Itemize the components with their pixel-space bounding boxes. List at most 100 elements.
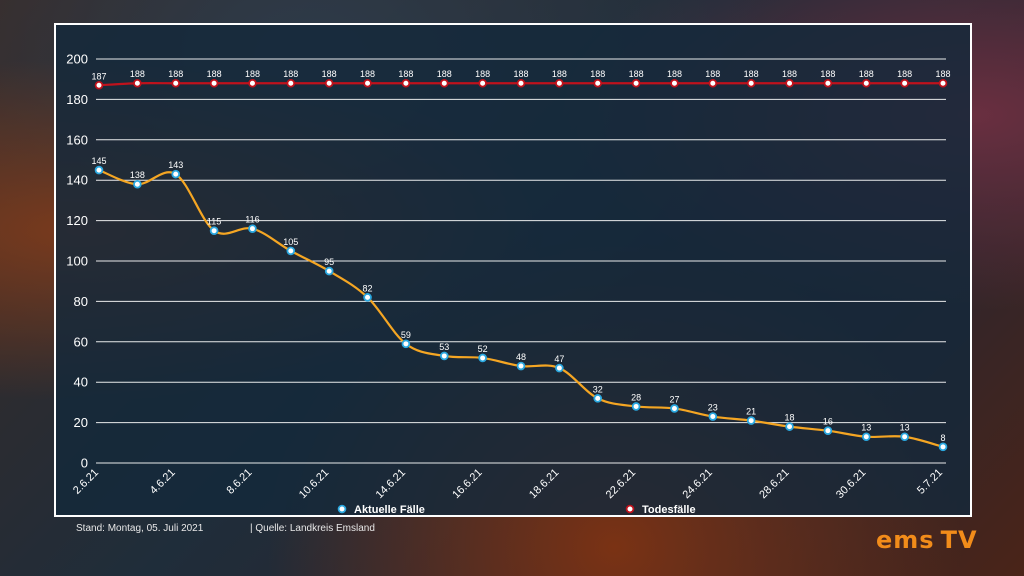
x-tick-label: 14.6.21	[374, 467, 408, 501]
data-point	[708, 78, 718, 88]
data-point	[900, 78, 909, 88]
data-point	[133, 179, 142, 189]
data-label: 188	[552, 69, 567, 79]
data-point	[516, 361, 526, 371]
data-point	[708, 412, 718, 421]
data-point	[938, 442, 948, 452]
y-tick-label: 120	[66, 213, 88, 228]
data-point	[171, 78, 181, 88]
data-point	[861, 432, 871, 442]
data-label: 188	[590, 69, 605, 79]
data-label: 188	[398, 69, 413, 79]
data-point	[555, 363, 564, 373]
data-label: 8	[940, 433, 945, 443]
logo-ems: ems	[876, 526, 935, 554]
data-point	[555, 78, 564, 88]
data-label: 188	[935, 69, 950, 79]
data-point	[516, 78, 526, 88]
data-point	[938, 78, 948, 88]
legend-marker	[337, 504, 347, 514]
data-point	[861, 78, 871, 88]
data-label: 21	[746, 407, 756, 417]
y-tick-label: 80	[74, 294, 88, 309]
y-tick-label: 160	[66, 132, 88, 147]
data-label: 188	[744, 69, 759, 79]
data-point	[478, 78, 487, 88]
data-point	[785, 422, 794, 431]
x-tick-label: 10.6.21	[297, 467, 331, 501]
data-point	[631, 78, 641, 88]
x-tick-label: 24.6.21	[681, 467, 715, 501]
line-chart: 0 20 40 60 80 100 120 140 160 180 200 2.6.21 4.6.21 8…	[66, 52, 950, 517]
data-point	[900, 432, 909, 442]
data-point	[248, 78, 257, 88]
data-label: 188	[820, 69, 835, 79]
legend-label: Todesfälle	[642, 504, 696, 516]
data-label: 18	[785, 413, 795, 423]
data-label: 188	[859, 69, 874, 79]
data-label: 48	[516, 352, 526, 362]
data-point	[286, 246, 296, 256]
data-label: 27	[669, 394, 679, 404]
data-label: 188	[705, 69, 720, 79]
data-point	[209, 78, 219, 88]
data-point	[401, 78, 411, 88]
data-label: 188	[782, 69, 797, 79]
data-label: 188	[322, 69, 337, 79]
data-label: 145	[91, 156, 106, 166]
data-label: 32	[593, 384, 603, 394]
data-point	[94, 165, 104, 175]
data-label: 188	[283, 69, 298, 79]
chart-panel: 0 20 40 60 80 100 120 140 160 180 200 2.6.21 4.6.21 8…	[54, 23, 972, 517]
data-point	[823, 78, 833, 88]
x-tick-label: 8.6.21	[224, 467, 254, 497]
data-label: 116	[245, 215, 259, 225]
y-tick-label: 100	[66, 254, 88, 269]
y-tick-label: 60	[74, 334, 88, 349]
data-label: 138	[130, 170, 145, 180]
data-point	[133, 78, 142, 88]
data-label: 53	[439, 342, 449, 352]
data-label: 82	[363, 283, 373, 293]
data-point	[439, 78, 449, 88]
data-label: 188	[475, 69, 490, 79]
data-point	[785, 78, 794, 88]
footer-quelle: | Quelle: Landkreis Emsland	[250, 523, 375, 534]
ems-tv-logo: ems TV	[876, 525, 992, 555]
data-point	[363, 293, 372, 302]
data-point	[593, 394, 603, 403]
y-tick-label: 20	[74, 415, 88, 430]
y-tick-label: 180	[66, 92, 88, 107]
footer-stand: Stand: Montag, 05. Juli 2021	[76, 523, 204, 534]
data-point	[670, 78, 679, 88]
series-line-aktuelle-faelle	[98, 169, 944, 448]
data-label: 188	[897, 69, 912, 79]
x-tick-label: 2.6.21	[71, 467, 101, 497]
data-label: 115	[207, 217, 221, 227]
y-tick-label: 0	[81, 456, 88, 471]
data-label: 188	[245, 69, 260, 79]
data-point	[324, 78, 334, 88]
data-label: 188	[168, 69, 183, 79]
data-point	[401, 339, 411, 349]
data-label: 13	[900, 423, 910, 433]
data-label: 105	[283, 237, 298, 247]
data-point	[670, 404, 679, 413]
data-label: 188	[513, 69, 528, 79]
data-label: 143	[168, 160, 183, 170]
y-tick-label: 40	[74, 375, 88, 390]
data-point	[94, 80, 104, 90]
data-point	[746, 78, 756, 88]
data-label: 23	[708, 403, 718, 413]
data-label: 52	[478, 344, 488, 354]
data-point	[823, 426, 833, 435]
data-point	[171, 169, 181, 179]
data-point	[209, 226, 219, 236]
legend-label: Aktuelle Fälle	[354, 504, 425, 516]
data-point	[593, 78, 603, 88]
data-label: 95	[324, 257, 334, 267]
data-point	[631, 402, 641, 411]
logo-tv: TV	[940, 526, 978, 554]
data-label: 188	[130, 69, 145, 79]
data-label: 188	[629, 69, 644, 79]
